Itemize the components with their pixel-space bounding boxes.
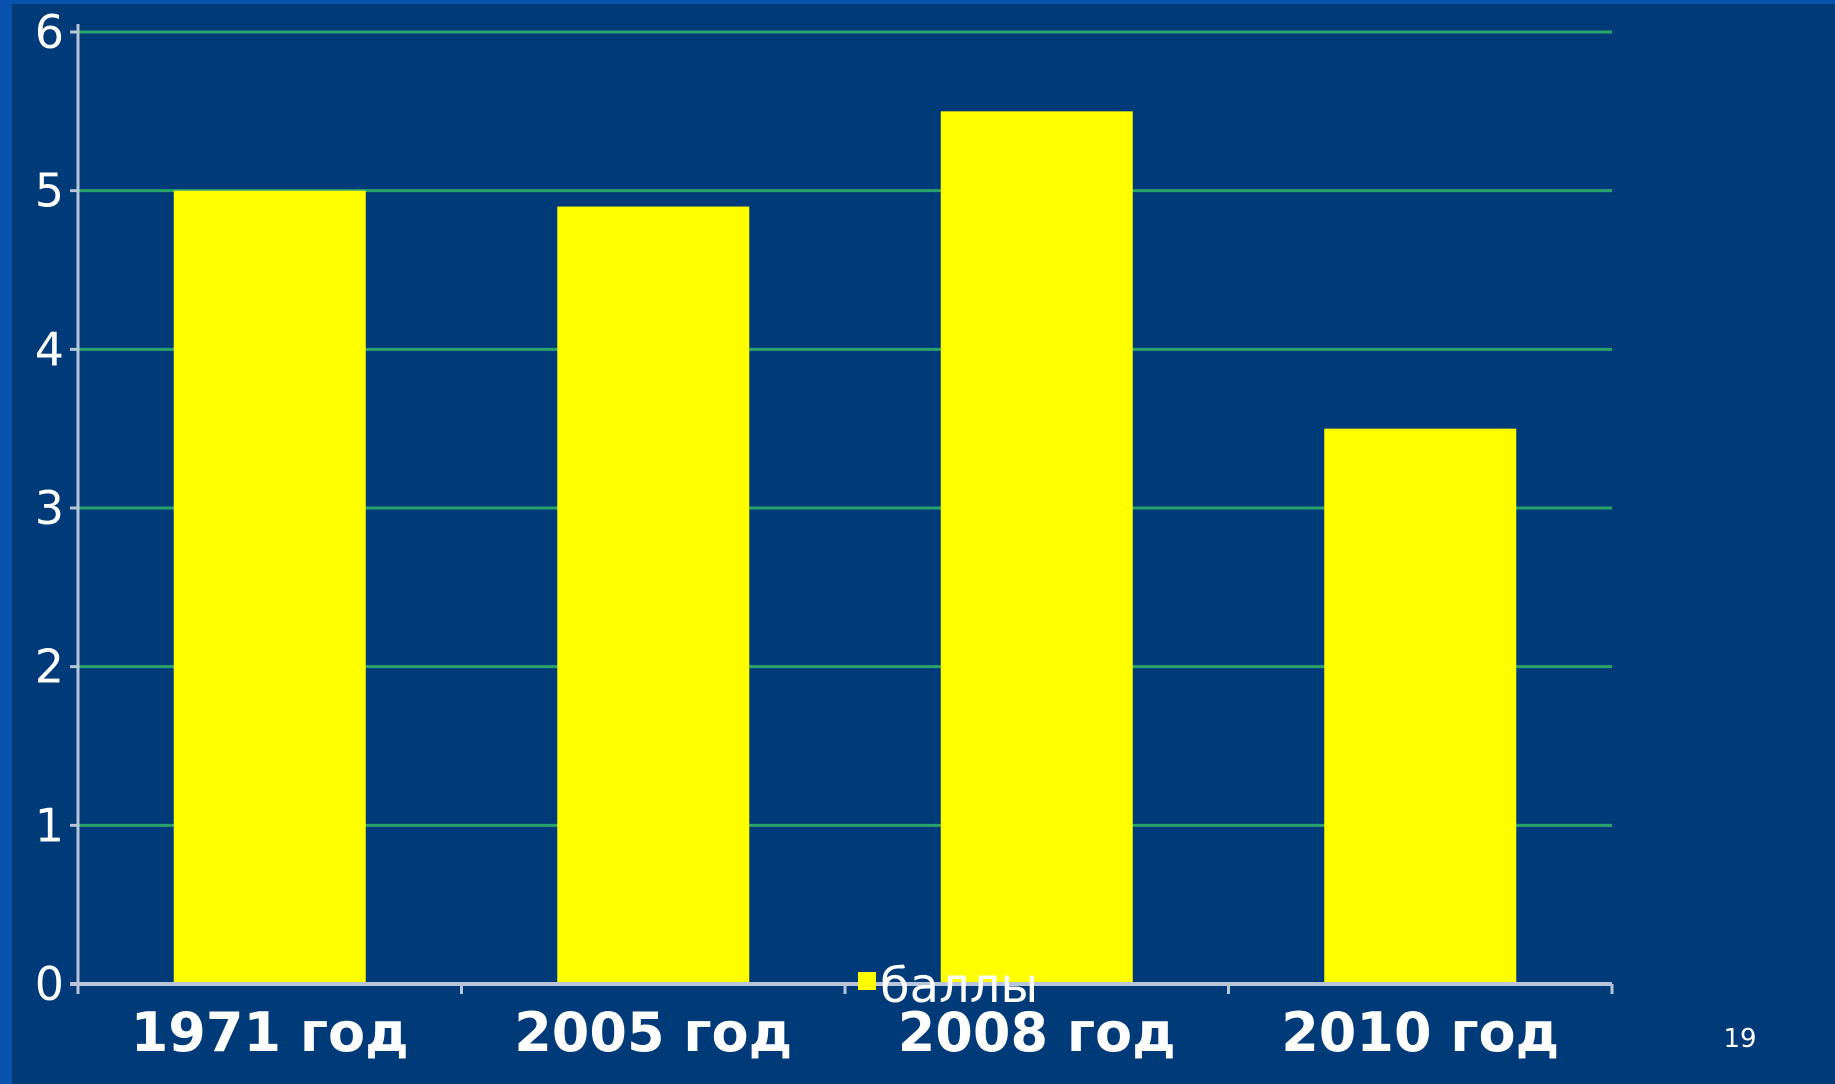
slide-frame-top: [0, 0, 1835, 4]
y-tick-label: 4: [35, 322, 64, 376]
x-tick-label: 1971 год: [131, 1001, 409, 1064]
x-tick-label: 2010 год: [1281, 1001, 1559, 1064]
page-number: 19: [1723, 1024, 1757, 1054]
y-tick-label: 3: [35, 481, 64, 535]
slide-frame-left: [0, 0, 12, 1084]
y-tick-label: 5: [35, 164, 64, 218]
legend-swatch: [858, 972, 876, 990]
x-tick-label: 2008 год: [898, 1001, 1176, 1064]
y-tick-label: 2: [35, 640, 64, 694]
y-tick-label: 1: [35, 798, 64, 852]
legend-label: баллы: [880, 958, 1038, 1014]
axes: [70, 24, 1614, 994]
bars: [173, 111, 1517, 985]
y-tick-label: 6: [35, 5, 64, 59]
bar: [557, 206, 750, 985]
bar: [1324, 428, 1517, 985]
bar: [940, 111, 1133, 985]
y-tick-label: 0: [35, 957, 64, 1011]
x-tick-label: 2005 год: [514, 1001, 792, 1064]
labels: 0 1 2 3 4 5 6 1971 год 2005 год 2008 год 2010 год: [35, 5, 1560, 1064]
legend: баллы: [858, 958, 1038, 1014]
bar: [173, 190, 366, 984]
